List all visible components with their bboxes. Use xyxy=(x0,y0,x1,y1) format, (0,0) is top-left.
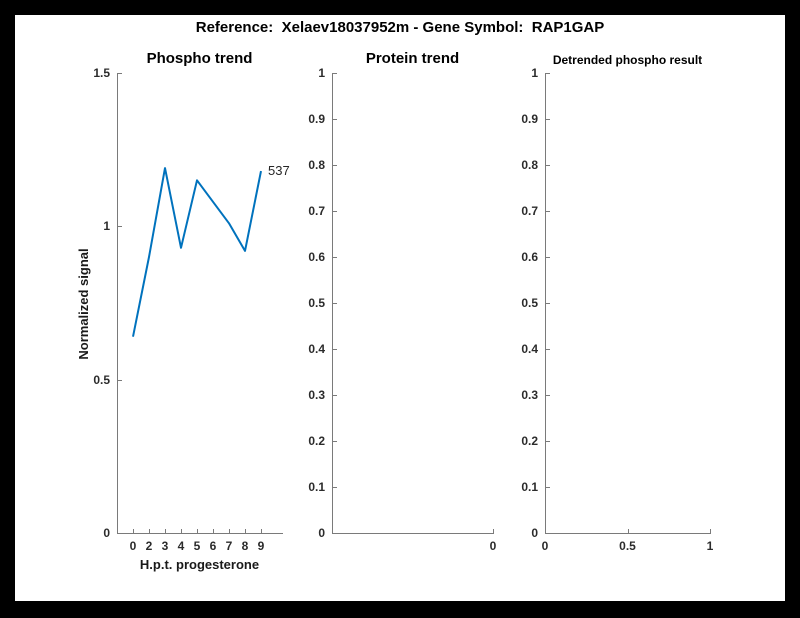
y-tick-label: 0.8 xyxy=(308,158,325,172)
y-tick-label: 1 xyxy=(531,66,538,80)
x-tick-mark xyxy=(197,529,198,533)
axis-y-spine xyxy=(332,73,333,533)
y-tick-label: 0.5 xyxy=(308,296,325,310)
x-tick-label: 3 xyxy=(161,539,169,553)
x-tick-label: 2 xyxy=(145,539,153,553)
y-tick-mark xyxy=(546,533,550,534)
x-tick-mark xyxy=(213,529,214,533)
x-tick-label: 9 xyxy=(257,539,265,553)
x-tick-mark xyxy=(181,529,182,533)
y-tick-mark xyxy=(118,226,122,228)
y-tick-label: 0.1 xyxy=(521,480,538,494)
x-tick-mark xyxy=(545,529,546,533)
y-tick-label: 0.8 xyxy=(521,158,538,172)
y-tick-label: 0 xyxy=(103,526,110,540)
y-tick-mark xyxy=(118,379,122,381)
x-tick-mark xyxy=(493,529,494,533)
x-tick-mark xyxy=(627,529,629,533)
x-tick-label: 1 xyxy=(706,539,714,553)
x-tick-mark xyxy=(261,529,262,533)
y-tick-mark xyxy=(546,349,550,350)
y-tick-mark xyxy=(333,211,337,212)
y-tick-mark xyxy=(333,119,337,120)
y-tick-mark xyxy=(546,441,550,442)
y-tick-mark xyxy=(546,395,550,396)
y-tick-mark xyxy=(333,487,337,488)
x-tick-mark xyxy=(245,529,246,533)
subplot1-xlabel: H.p.t. progesterone xyxy=(139,557,260,572)
y-tick-label: 0.6 xyxy=(308,250,325,264)
y-tick-mark xyxy=(546,303,550,304)
y-tick-label: 0.4 xyxy=(308,342,325,356)
y-tick-label: 0.6 xyxy=(521,250,538,264)
y-tick-label: 0.7 xyxy=(521,204,538,218)
y-tick-label: 0 xyxy=(531,526,538,540)
y-tick-mark xyxy=(333,303,337,304)
y-tick-label: 1 xyxy=(103,219,110,234)
y-tick-mark xyxy=(546,73,550,74)
x-tick-label: 7 xyxy=(225,539,233,553)
figure-background xyxy=(15,15,785,601)
x-tick-label: 6 xyxy=(209,539,217,553)
figure-title: Reference: Xelaev18037952m - Gene Symbol… xyxy=(195,19,605,36)
y-tick-mark xyxy=(118,533,122,534)
y-tick-label: 0.3 xyxy=(308,388,325,402)
subplot1-ylabel: Normalized signal xyxy=(76,248,91,360)
y-tick-label: 1.5 xyxy=(93,66,110,80)
y-tick-label: 0.2 xyxy=(308,434,325,448)
x-tick-label: 0 xyxy=(541,539,549,553)
y-tick-mark xyxy=(333,73,337,74)
y-tick-label: 0.3 xyxy=(521,388,538,402)
y-tick-label: 0.1 xyxy=(308,480,325,494)
x-tick-mark xyxy=(710,529,711,533)
y-tick-label: 0.5 xyxy=(93,372,110,387)
y-tick-mark xyxy=(333,349,337,350)
y-tick-label: 0 xyxy=(318,526,325,540)
y-tick-mark xyxy=(546,487,550,488)
y-tick-label: 0.5 xyxy=(521,296,538,310)
y-tick-label: 1 xyxy=(318,66,325,80)
subplot1-title: Phospho trend xyxy=(146,50,253,67)
y-tick-mark xyxy=(333,533,337,534)
axis-y-spine xyxy=(117,73,118,533)
axis-y-spine xyxy=(545,73,546,533)
x-tick-mark xyxy=(229,529,230,533)
x-tick-label: 5 xyxy=(193,539,201,553)
subplot3-title: Detrended phospho result xyxy=(552,53,703,67)
y-tick-mark xyxy=(546,165,550,166)
x-tick-mark xyxy=(149,529,150,533)
x-tick-mark xyxy=(133,529,134,533)
x-tick-label: 4 xyxy=(177,539,185,553)
x-tick-label: 0 xyxy=(489,539,497,553)
y-tick-label: 0.4 xyxy=(521,342,538,356)
y-tick-label: 0.2 xyxy=(521,434,538,448)
axis-x-spine xyxy=(545,533,711,534)
y-tick-mark xyxy=(546,257,550,258)
y-tick-label: 0.9 xyxy=(308,112,325,126)
axis-x-spine xyxy=(332,533,494,534)
x-tick-label: 0.5 xyxy=(619,539,636,553)
axis-x-spine xyxy=(117,533,283,534)
y-tick-mark xyxy=(333,395,337,396)
y-tick-label: 0.7 xyxy=(308,204,325,218)
y-tick-mark xyxy=(333,165,337,166)
subplot2-title: Protein trend xyxy=(365,50,460,67)
y-tick-mark xyxy=(333,441,337,442)
x-tick-mark xyxy=(165,529,166,533)
y-tick-mark xyxy=(546,119,550,120)
x-tick-label: 8 xyxy=(241,539,249,553)
y-tick-mark xyxy=(118,73,122,74)
x-tick-label: 0 xyxy=(129,539,137,553)
y-tick-label: 0.9 xyxy=(521,112,538,126)
y-tick-mark xyxy=(546,211,550,212)
y-tick-mark xyxy=(333,257,337,258)
line-end-annotation: 537 xyxy=(268,163,290,179)
